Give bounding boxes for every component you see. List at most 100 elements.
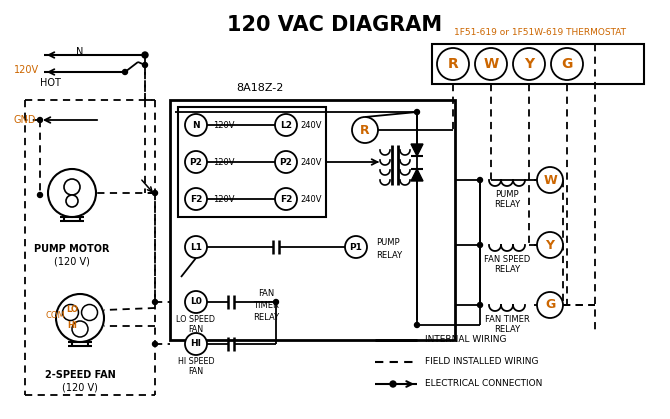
Text: P1: P1: [350, 243, 362, 251]
Text: INTERNAL WIRING: INTERNAL WIRING: [425, 336, 507, 344]
Circle shape: [537, 232, 563, 258]
Circle shape: [345, 236, 367, 258]
Text: FAN TIMER: FAN TIMER: [484, 315, 529, 323]
Text: 120V: 120V: [213, 158, 234, 166]
Circle shape: [551, 48, 583, 80]
Bar: [170, 100, 455, 340]
Text: 120V: 120V: [213, 194, 234, 204]
Text: RELAY: RELAY: [376, 251, 402, 259]
Text: L2: L2: [280, 121, 292, 129]
Text: FIELD INSTALLED WIRING: FIELD INSTALLED WIRING: [425, 357, 539, 367]
Bar: [432, 44, 644, 84]
Text: HI: HI: [67, 321, 77, 331]
Text: 120V: 120V: [14, 65, 39, 75]
Text: LO: LO: [66, 305, 78, 315]
Text: FAN: FAN: [258, 290, 274, 298]
Circle shape: [66, 195, 78, 207]
Text: HI SPEED: HI SPEED: [178, 357, 214, 367]
Circle shape: [153, 191, 157, 196]
Text: 120V: 120V: [213, 121, 234, 129]
Circle shape: [185, 114, 207, 136]
Text: 8A18Z-2: 8A18Z-2: [237, 83, 283, 93]
Text: FAN SPEED: FAN SPEED: [484, 254, 530, 264]
Circle shape: [123, 70, 127, 75]
Circle shape: [273, 300, 279, 305]
Text: P2: P2: [279, 158, 292, 166]
Text: 2-SPEED FAN: 2-SPEED FAN: [45, 370, 115, 380]
Text: N: N: [76, 47, 84, 57]
Text: 240V: 240V: [300, 121, 322, 129]
Circle shape: [56, 294, 104, 342]
Text: LO SPEED: LO SPEED: [176, 316, 216, 324]
Circle shape: [513, 48, 545, 80]
Circle shape: [185, 151, 207, 173]
Bar: [178, 107, 326, 217]
Circle shape: [143, 62, 147, 67]
Circle shape: [153, 341, 157, 347]
Circle shape: [64, 179, 80, 195]
Circle shape: [478, 178, 482, 183]
Text: 240V: 240V: [300, 158, 322, 166]
Circle shape: [72, 321, 88, 337]
Text: PUMP: PUMP: [495, 189, 519, 199]
Circle shape: [475, 48, 507, 80]
Text: L0: L0: [190, 297, 202, 307]
Polygon shape: [411, 169, 423, 181]
Circle shape: [478, 243, 482, 248]
Text: PUMP: PUMP: [376, 238, 399, 246]
Text: F2: F2: [190, 194, 202, 204]
Text: L1: L1: [190, 243, 202, 251]
Text: RELAY: RELAY: [494, 324, 520, 334]
Circle shape: [38, 192, 42, 197]
Text: FAN: FAN: [188, 367, 204, 377]
Text: R: R: [360, 124, 370, 137]
Circle shape: [153, 300, 157, 305]
Text: HOT: HOT: [40, 78, 61, 88]
Text: Y: Y: [524, 57, 534, 71]
Circle shape: [62, 305, 78, 321]
Text: P2: P2: [190, 158, 202, 166]
Text: Y: Y: [545, 238, 555, 251]
Text: ELECTRICAL CONNECTION: ELECTRICAL CONNECTION: [425, 380, 543, 388]
Circle shape: [390, 381, 396, 387]
Circle shape: [415, 109, 419, 114]
Circle shape: [38, 117, 42, 122]
Text: RELAY: RELAY: [494, 264, 520, 274]
Text: F2: F2: [280, 194, 292, 204]
Text: RELAY: RELAY: [494, 199, 520, 209]
Circle shape: [185, 291, 207, 313]
Text: 120 VAC DIAGRAM: 120 VAC DIAGRAM: [227, 15, 443, 35]
Text: 1F51-619 or 1F51W-619 THERMOSTAT: 1F51-619 or 1F51W-619 THERMOSTAT: [454, 28, 626, 37]
Text: N: N: [192, 121, 200, 129]
Text: RELAY: RELAY: [253, 313, 279, 323]
Circle shape: [537, 292, 563, 318]
Text: 240V: 240V: [300, 194, 322, 204]
Text: G: G: [545, 298, 555, 311]
Text: PUMP MOTOR: PUMP MOTOR: [34, 244, 110, 254]
Circle shape: [82, 305, 98, 321]
Circle shape: [437, 48, 469, 80]
Text: HI: HI: [190, 339, 202, 349]
Text: R: R: [448, 57, 458, 71]
Text: TIMER: TIMER: [253, 302, 279, 310]
Circle shape: [415, 323, 419, 328]
Circle shape: [478, 303, 482, 308]
Circle shape: [275, 151, 297, 173]
Text: (120 V): (120 V): [62, 382, 98, 392]
Text: GND: GND: [14, 115, 36, 125]
Text: W: W: [483, 57, 498, 71]
Circle shape: [185, 333, 207, 355]
Text: (120 V): (120 V): [54, 256, 90, 266]
Text: G: G: [561, 57, 573, 71]
Circle shape: [142, 52, 148, 58]
Circle shape: [352, 117, 378, 143]
Circle shape: [275, 188, 297, 210]
Circle shape: [537, 167, 563, 193]
Polygon shape: [411, 144, 423, 156]
Text: FAN: FAN: [188, 326, 204, 334]
Circle shape: [48, 169, 96, 217]
Text: COM: COM: [45, 311, 65, 321]
Circle shape: [185, 236, 207, 258]
Circle shape: [185, 188, 207, 210]
Circle shape: [275, 114, 297, 136]
